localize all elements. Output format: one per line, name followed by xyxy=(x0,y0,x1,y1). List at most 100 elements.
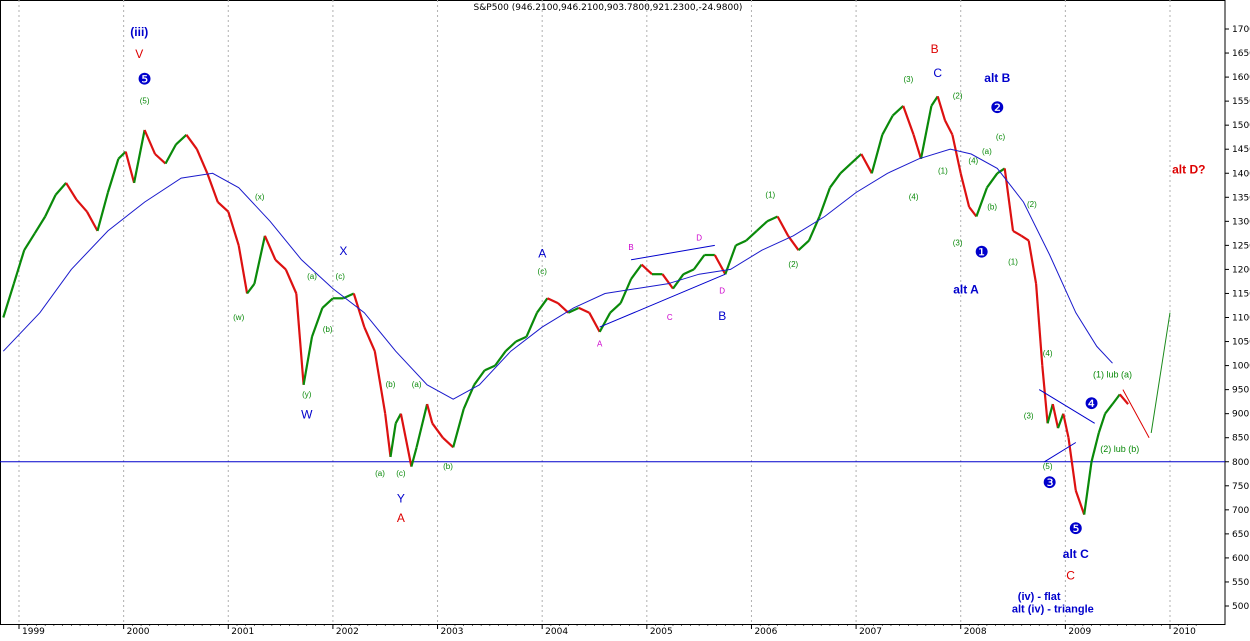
price-segment xyxy=(302,336,314,385)
wave-label: (b) xyxy=(386,380,396,389)
price-segment xyxy=(640,263,653,276)
trend-line xyxy=(1038,389,1095,424)
y-tick-label: 500 xyxy=(1232,602,1249,612)
wave-label: (iv) - flat xyxy=(1018,591,1061,603)
price-segment xyxy=(217,201,230,213)
price-segment xyxy=(44,194,57,217)
wave-label: (b) xyxy=(323,325,333,334)
price-segment xyxy=(164,143,177,165)
trend-line xyxy=(1044,442,1077,463)
wave-label: alt C xyxy=(1063,547,1089,561)
price-segment xyxy=(661,273,674,290)
price-segment xyxy=(1083,461,1093,515)
price-segment xyxy=(284,268,298,294)
wave-label: (a) xyxy=(375,469,385,478)
price-segment xyxy=(787,235,800,251)
wave-label: (c) xyxy=(336,272,346,281)
price-segment xyxy=(410,447,418,467)
price-segment xyxy=(384,413,392,458)
wave-label: (5) xyxy=(140,97,150,106)
y-tick-label: 700 xyxy=(1232,506,1249,516)
y-tick-label: 850 xyxy=(1232,434,1249,444)
wave-label: (y) xyxy=(302,390,312,399)
price-segment xyxy=(185,134,198,150)
wave-label: ❷ xyxy=(990,100,1004,117)
trend-line xyxy=(631,244,715,261)
price-segment xyxy=(154,153,167,165)
price-segment xyxy=(1067,437,1077,491)
x-tick-label: 2007 xyxy=(859,627,882,636)
price-segment xyxy=(839,162,852,175)
price-segment xyxy=(912,134,923,160)
price-segment xyxy=(106,158,120,193)
y-tick-label: 1000 xyxy=(1232,362,1250,372)
price-segment xyxy=(672,273,685,290)
price-segment xyxy=(86,211,99,232)
wave-label: (1) xyxy=(1008,258,1018,267)
price-segment xyxy=(206,172,219,203)
price-segment xyxy=(755,220,768,232)
price-segment xyxy=(930,95,939,107)
y-tick-label: 600 xyxy=(1232,554,1249,564)
y-tick-label: 550 xyxy=(1232,578,1249,588)
price-segment xyxy=(546,297,559,305)
wave-label: (2) xyxy=(953,92,963,101)
price-segment xyxy=(860,153,873,174)
price-segment xyxy=(352,293,366,328)
price-segment xyxy=(1090,432,1100,463)
price-segment xyxy=(452,408,465,448)
price-segment xyxy=(363,326,376,352)
y-tick-label: 1700 xyxy=(1232,25,1250,35)
x-tick-label: 2008 xyxy=(964,627,987,636)
wave-label: (4) xyxy=(968,157,978,166)
x-tick-label: 2003 xyxy=(441,627,464,636)
price-segment xyxy=(1111,393,1121,405)
wave-label: B xyxy=(718,309,726,323)
price-segment xyxy=(975,187,988,217)
price-segment xyxy=(494,350,507,367)
price-segment xyxy=(1104,403,1114,415)
wave-label: alt B xyxy=(984,71,1010,85)
price-segment xyxy=(133,129,146,184)
price-segment xyxy=(996,167,1006,175)
wave-label: (4) xyxy=(1043,349,1053,358)
price-segment xyxy=(143,129,157,155)
price-segment xyxy=(394,413,402,424)
price-segment xyxy=(1035,283,1044,366)
price-segment xyxy=(891,105,904,117)
price-segment xyxy=(766,215,779,223)
price-segment xyxy=(1003,168,1015,232)
price-segment xyxy=(246,283,256,295)
price-segment xyxy=(1051,403,1060,429)
price-segment xyxy=(426,403,434,424)
price-segment xyxy=(1118,393,1129,405)
y-tick-label: 1550 xyxy=(1232,97,1250,107)
y-tick-label: 1250 xyxy=(1232,241,1250,251)
price-segment xyxy=(274,258,287,271)
price-segment xyxy=(117,150,127,160)
price-segment xyxy=(735,239,747,247)
price-segment xyxy=(850,153,863,165)
price-segment xyxy=(33,215,47,234)
price-segment xyxy=(619,278,633,304)
price-segment xyxy=(504,340,517,353)
wave-label: (1) lub (a) xyxy=(1093,370,1132,380)
price-segment xyxy=(1027,240,1038,284)
x-tick-label: 2006 xyxy=(754,627,777,636)
x-tick-label: 2010 xyxy=(1173,627,1196,636)
price-segment xyxy=(557,302,570,314)
price-segment xyxy=(609,302,622,314)
price-segment xyxy=(598,312,612,333)
price-segment xyxy=(75,198,88,213)
price-segment xyxy=(124,151,136,184)
price-segment xyxy=(881,115,894,136)
price-segment xyxy=(65,182,78,201)
wave-label: (x) xyxy=(255,193,265,202)
x-tick-label: 2000 xyxy=(127,627,150,636)
price-segment xyxy=(525,312,539,338)
price-segment xyxy=(431,422,444,439)
price-segment xyxy=(693,254,706,271)
